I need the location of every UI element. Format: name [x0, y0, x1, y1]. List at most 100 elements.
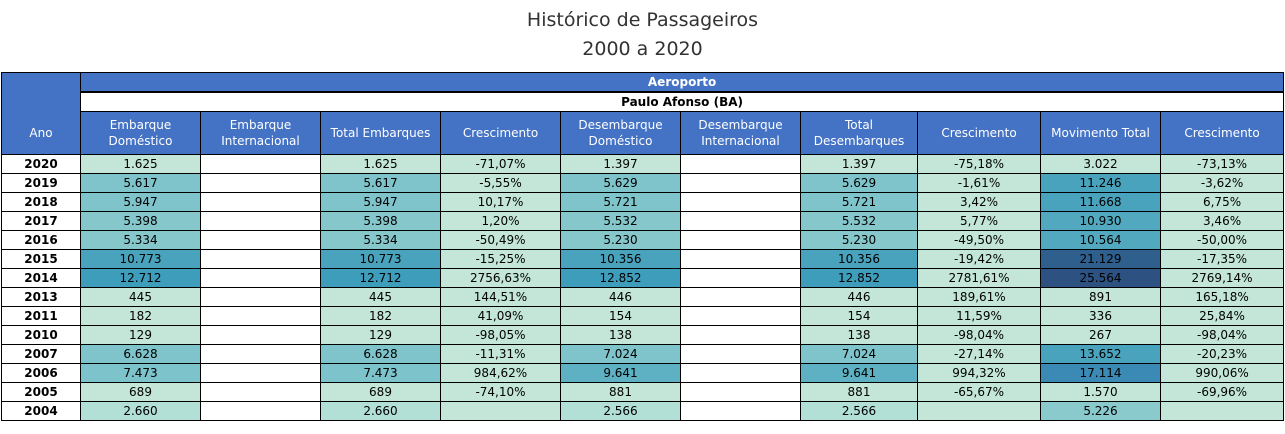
- data-cell: 10.356: [800, 249, 918, 269]
- data-cell: -98,05%: [440, 325, 561, 345]
- data-cell: 5.230: [560, 230, 681, 250]
- data-cell: 990,06%: [1159, 363, 1285, 383]
- chart-title: Histórico de Passageiros: [526, 9, 759, 31]
- data-cell: 10.930: [1040, 211, 1161, 231]
- data-cell: 1.625: [80, 154, 201, 174]
- year-cell: 2010: [1, 325, 81, 345]
- data-cell: 5.532: [800, 211, 918, 231]
- year-cell: 2011: [1, 306, 81, 326]
- data-cell: -17,35%: [1159, 249, 1285, 269]
- data-cell: 154: [560, 306, 681, 326]
- table-row: 2018 5.947 5.947 10,17% 5.721 5.721 3,42% 11.66…: [1, 192, 1285, 212]
- table-row: 2011 182 182 41,09% 154 154 11,59% 336 25,84%: [1, 306, 1285, 326]
- data-cell: 11,59%: [917, 306, 1041, 326]
- data-cell: 445: [320, 287, 441, 307]
- data-cell: 12.852: [560, 268, 681, 288]
- data-cell: 5.721: [800, 192, 918, 212]
- data-cell: [680, 363, 801, 383]
- data-cell: [680, 154, 801, 174]
- data-cell: 182: [320, 306, 441, 326]
- data-cell: [200, 401, 321, 421]
- col-header: Embarque Doméstico: [80, 111, 201, 155]
- year-cell: 2013: [1, 287, 81, 307]
- data-cell: [680, 325, 801, 345]
- table-row: 2016 5.334 5.334 -50,49% 5.230 5.230 -49,50% 10…: [1, 230, 1285, 250]
- data-cell: -1,61%: [917, 173, 1041, 193]
- data-cell: 994,32%: [917, 363, 1041, 383]
- data-cell: -65,67%: [917, 382, 1041, 402]
- data-cell: 165,18%: [1159, 287, 1285, 307]
- data-cell: 5.230: [800, 230, 918, 250]
- data-cell: -50,00%: [1159, 230, 1285, 250]
- data-cell: 17.114: [1040, 363, 1161, 383]
- data-cell: -71,07%: [440, 154, 561, 174]
- data-cell: 10.773: [320, 249, 441, 269]
- data-cell: 25.564: [1040, 268, 1161, 288]
- data-cell: 5.334: [320, 230, 441, 250]
- table-row: 2006 7.473 7.473 984,62% 9.641 9.641 994,32% 17…: [1, 363, 1285, 383]
- data-cell: [200, 268, 321, 288]
- data-cell: 5.947: [80, 192, 201, 212]
- data-cell: 25,84%: [1159, 306, 1285, 326]
- data-cell: -3,62%: [1159, 173, 1285, 193]
- data-cell: 129: [320, 325, 441, 345]
- data-cell: [680, 249, 801, 269]
- data-cell: 5.617: [320, 173, 441, 193]
- data-cell: [680, 173, 801, 193]
- table-row: 2005 689 689 -74,10% 881 881 -65,67% 1.570 -69,9…: [1, 382, 1285, 402]
- data-cell: [200, 211, 321, 231]
- data-cell: 5.947: [320, 192, 441, 212]
- data-cell: [1159, 401, 1285, 421]
- data-cell: 5.226: [1040, 401, 1161, 421]
- year-cell: 2016: [1, 230, 81, 250]
- data-cell: -75,18%: [917, 154, 1041, 174]
- data-cell: 129: [80, 325, 201, 345]
- data-cell: 7.473: [80, 363, 201, 383]
- data-cell: 7.024: [560, 344, 681, 364]
- table-row: 2004 2.660 2.660 2.566 2.566 5.226: [1, 401, 1285, 421]
- passenger-history-table: Ano Aeroporto Paulo Afonso (BA) Embarque…: [1, 72, 1285, 421]
- data-cell: 5.617: [80, 173, 201, 193]
- airport-name: Paulo Afonso (BA): [79, 91, 1285, 112]
- data-cell: 13.652: [1040, 344, 1161, 364]
- data-cell: 9.641: [560, 363, 681, 383]
- col-header: Desembarque Doméstico: [560, 111, 681, 155]
- data-cell: -5,55%: [440, 173, 561, 193]
- data-cell: -11,31%: [440, 344, 561, 364]
- data-cell: [680, 344, 801, 364]
- data-cell: 10.564: [1040, 230, 1161, 250]
- data-cell: -98,04%: [1159, 325, 1285, 345]
- data-cell: 5.334: [80, 230, 201, 250]
- data-cell: [680, 211, 801, 231]
- data-cell: 336: [1040, 306, 1161, 326]
- data-cell: -73,13%: [1159, 154, 1285, 174]
- data-cell: 267: [1040, 325, 1161, 345]
- year-cell: 2005: [1, 382, 81, 402]
- data-cell: -50,49%: [440, 230, 561, 250]
- data-cell: -49,50%: [917, 230, 1041, 250]
- data-cell: [680, 192, 801, 212]
- table-row: 2013 445 445 144,51% 446 446 189,61% 891 165,18%: [1, 287, 1285, 307]
- data-cell: 7.473: [320, 363, 441, 383]
- data-cell: [440, 401, 561, 421]
- data-cell: 182: [80, 306, 201, 326]
- data-cell: 2.660: [80, 401, 201, 421]
- data-cell: 689: [80, 382, 201, 402]
- data-cell: 5.629: [560, 173, 681, 193]
- data-cell: 1.625: [320, 154, 441, 174]
- data-cell: 10.773: [80, 249, 201, 269]
- data-cell: [200, 249, 321, 269]
- data-cell: -15,25%: [440, 249, 561, 269]
- data-cell: 11.246: [1040, 173, 1161, 193]
- data-cell: [680, 401, 801, 421]
- table-row: 2007 6.628 6.628 -11,31% 7.024 7.024 -27,14% 13…: [1, 344, 1285, 364]
- data-cell: 1.397: [560, 154, 681, 174]
- data-cell: 2781,61%: [917, 268, 1041, 288]
- data-cell: [680, 268, 801, 288]
- data-cell: -27,14%: [917, 344, 1041, 364]
- col-header: Embarque Internacional: [200, 111, 321, 155]
- data-cell: 2.566: [560, 401, 681, 421]
- year-cell: 2015: [1, 249, 81, 269]
- table-row: 2017 5.398 5.398 1,20% 5.532 5.532 5,77% 10.930…: [1, 211, 1285, 231]
- data-cell: -69,96%: [1159, 382, 1285, 402]
